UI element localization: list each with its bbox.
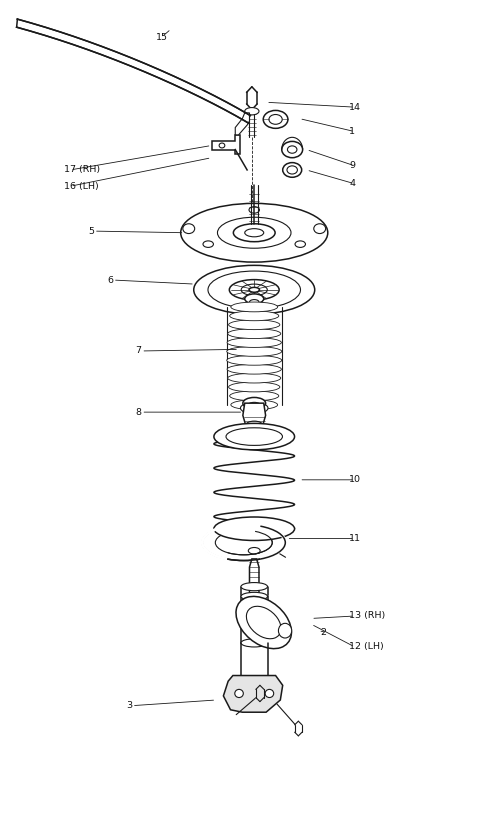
Text: 3: 3 xyxy=(126,701,132,710)
Ellipse shape xyxy=(227,337,281,347)
Ellipse shape xyxy=(230,311,279,321)
Ellipse shape xyxy=(228,374,281,383)
Ellipse shape xyxy=(240,402,268,414)
Text: 15: 15 xyxy=(156,33,168,42)
Ellipse shape xyxy=(216,530,272,555)
Ellipse shape xyxy=(241,583,267,591)
Ellipse shape xyxy=(249,287,260,292)
Ellipse shape xyxy=(219,143,225,148)
Text: 16 (LH): 16 (LH) xyxy=(64,181,99,190)
Ellipse shape xyxy=(246,606,281,639)
Ellipse shape xyxy=(295,241,305,247)
Ellipse shape xyxy=(227,346,282,356)
Ellipse shape xyxy=(231,400,277,410)
Ellipse shape xyxy=(226,428,282,446)
Ellipse shape xyxy=(249,207,260,213)
Ellipse shape xyxy=(231,302,277,312)
Ellipse shape xyxy=(227,365,281,374)
Ellipse shape xyxy=(214,424,295,450)
Ellipse shape xyxy=(248,402,261,409)
Ellipse shape xyxy=(217,218,291,248)
Ellipse shape xyxy=(230,391,279,401)
Ellipse shape xyxy=(269,114,282,124)
Ellipse shape xyxy=(241,639,267,647)
Ellipse shape xyxy=(236,596,291,649)
Ellipse shape xyxy=(278,623,292,638)
Text: 9: 9 xyxy=(349,162,355,171)
Ellipse shape xyxy=(194,265,315,314)
Ellipse shape xyxy=(314,224,325,233)
Ellipse shape xyxy=(265,690,274,698)
Text: 4: 4 xyxy=(349,179,355,188)
Ellipse shape xyxy=(243,397,265,409)
Text: 1: 1 xyxy=(349,127,355,136)
Ellipse shape xyxy=(203,241,214,247)
Ellipse shape xyxy=(228,320,280,329)
Ellipse shape xyxy=(248,548,260,554)
Text: 12 (LH): 12 (LH) xyxy=(349,643,384,652)
Text: 8: 8 xyxy=(136,408,142,416)
Text: 6: 6 xyxy=(107,276,113,285)
Ellipse shape xyxy=(283,163,301,177)
Polygon shape xyxy=(212,135,240,154)
Ellipse shape xyxy=(246,421,263,429)
Polygon shape xyxy=(223,676,283,712)
Ellipse shape xyxy=(241,284,267,296)
Ellipse shape xyxy=(245,229,264,236)
Ellipse shape xyxy=(288,146,297,154)
Polygon shape xyxy=(250,559,259,596)
Ellipse shape xyxy=(183,224,195,233)
Ellipse shape xyxy=(214,517,295,540)
Ellipse shape xyxy=(263,110,288,128)
Text: 2: 2 xyxy=(321,628,327,637)
Ellipse shape xyxy=(229,280,279,300)
Text: 13 (RH): 13 (RH) xyxy=(349,612,385,621)
Polygon shape xyxy=(17,19,250,123)
Polygon shape xyxy=(243,403,265,425)
Ellipse shape xyxy=(202,525,285,561)
Ellipse shape xyxy=(235,690,243,698)
Ellipse shape xyxy=(180,204,328,262)
Ellipse shape xyxy=(208,271,300,309)
Text: 5: 5 xyxy=(88,227,94,236)
Text: 10: 10 xyxy=(349,475,361,484)
Ellipse shape xyxy=(227,355,282,365)
Ellipse shape xyxy=(241,592,267,600)
Ellipse shape xyxy=(287,166,298,174)
Ellipse shape xyxy=(282,141,302,158)
Polygon shape xyxy=(235,112,250,135)
Text: 7: 7 xyxy=(136,346,142,355)
Ellipse shape xyxy=(250,300,259,305)
Ellipse shape xyxy=(233,224,275,241)
Ellipse shape xyxy=(245,108,259,115)
Ellipse shape xyxy=(228,382,280,392)
Text: 17 (RH): 17 (RH) xyxy=(64,166,101,174)
Text: 11: 11 xyxy=(349,534,361,543)
Text: 14: 14 xyxy=(349,103,361,112)
Ellipse shape xyxy=(245,294,264,304)
Ellipse shape xyxy=(228,328,281,338)
